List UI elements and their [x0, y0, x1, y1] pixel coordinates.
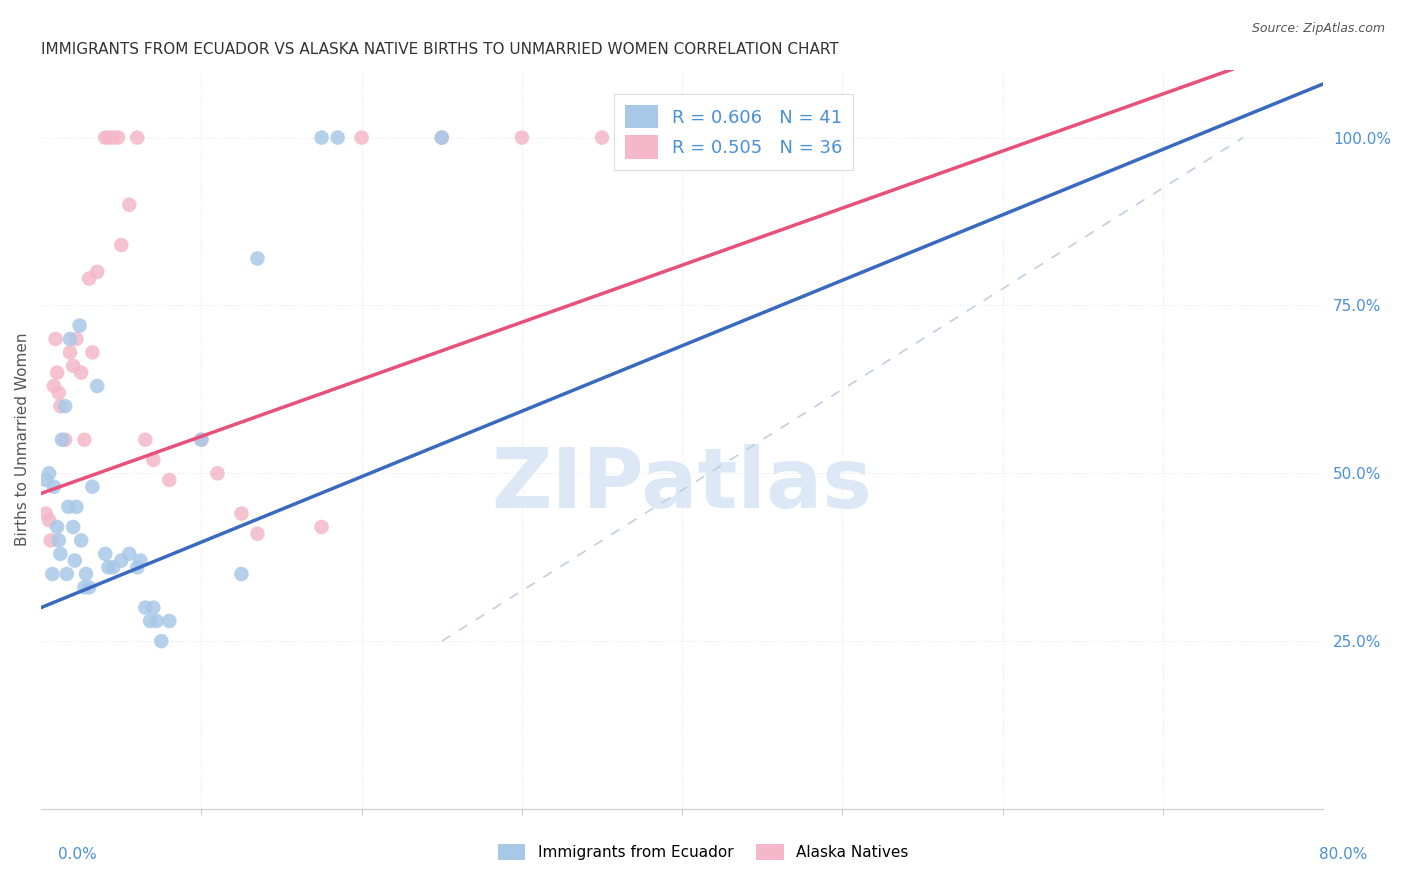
Point	[134, 600, 156, 615]
Point	[246, 526, 269, 541]
Point	[150, 634, 173, 648]
Point	[35, 507, 58, 521]
Text: 80.0%: 80.0%	[1319, 847, 1367, 862]
Legend: Immigrants from Ecuador, Alaska Natives: Immigrants from Ecuador, Alaska Natives	[492, 838, 914, 866]
Point	[142, 453, 165, 467]
Point	[86, 265, 108, 279]
Point	[145, 614, 167, 628]
Point	[77, 581, 100, 595]
Point	[51, 433, 73, 447]
Y-axis label: Births to Unmarried Women: Births to Unmarried Women	[15, 333, 30, 547]
Point	[134, 433, 156, 447]
Point	[103, 130, 125, 145]
Point	[82, 345, 104, 359]
Point	[53, 399, 76, 413]
Point	[97, 560, 120, 574]
Point	[48, 533, 70, 548]
Point	[44, 332, 66, 346]
Point	[59, 332, 82, 346]
Point	[127, 130, 149, 145]
Point	[157, 473, 180, 487]
Point	[42, 379, 65, 393]
Point	[86, 379, 108, 393]
Point	[207, 467, 229, 481]
Point	[118, 547, 141, 561]
Point	[70, 533, 93, 548]
Point	[118, 197, 141, 211]
Point	[231, 507, 253, 521]
Point	[46, 520, 69, 534]
Point	[35, 473, 58, 487]
Text: 0.0%: 0.0%	[58, 847, 97, 862]
Text: IMMIGRANTS FROM ECUADOR VS ALASKA NATIVE BIRTHS TO UNMARRIED WOMEN CORRELATION C: IMMIGRANTS FROM ECUADOR VS ALASKA NATIVE…	[41, 42, 839, 57]
Point	[94, 130, 117, 145]
Text: ZIPatlas: ZIPatlas	[492, 443, 873, 524]
Point	[591, 130, 613, 145]
Point	[62, 520, 84, 534]
Point	[103, 560, 125, 574]
Point	[311, 130, 333, 145]
Point	[46, 366, 69, 380]
Point	[38, 467, 60, 481]
Point	[69, 318, 91, 333]
Point	[42, 480, 65, 494]
Point	[129, 553, 152, 567]
Point	[97, 130, 120, 145]
Point	[142, 600, 165, 615]
Point	[62, 359, 84, 373]
Point	[127, 560, 149, 574]
Point	[77, 271, 100, 285]
Point	[190, 433, 212, 447]
Point	[311, 520, 333, 534]
Point	[73, 433, 96, 447]
Point	[73, 581, 96, 595]
Point	[38, 513, 60, 527]
Legend: R = 0.606   N = 41, R = 0.505   N = 36: R = 0.606 N = 41, R = 0.505 N = 36	[614, 95, 853, 169]
Point	[430, 130, 453, 145]
Point	[65, 332, 87, 346]
Point	[59, 345, 82, 359]
Point	[41, 567, 63, 582]
Point	[94, 547, 117, 561]
Point	[65, 500, 87, 514]
Text: Source: ZipAtlas.com: Source: ZipAtlas.com	[1251, 22, 1385, 36]
Point	[53, 433, 76, 447]
Point	[75, 567, 97, 582]
Point	[110, 553, 132, 567]
Point	[39, 533, 62, 548]
Point	[326, 130, 349, 145]
Point	[110, 238, 132, 252]
Point	[350, 130, 373, 145]
Point	[231, 567, 253, 582]
Point	[49, 399, 72, 413]
Point	[70, 366, 93, 380]
Point	[48, 385, 70, 400]
Point	[58, 500, 80, 514]
Point	[139, 614, 162, 628]
Point	[430, 130, 453, 145]
Point	[190, 433, 212, 447]
Point	[82, 480, 104, 494]
Point	[63, 553, 86, 567]
Point	[246, 252, 269, 266]
Point	[510, 130, 533, 145]
Point	[157, 614, 180, 628]
Point	[49, 547, 72, 561]
Point	[55, 567, 77, 582]
Point	[107, 130, 129, 145]
